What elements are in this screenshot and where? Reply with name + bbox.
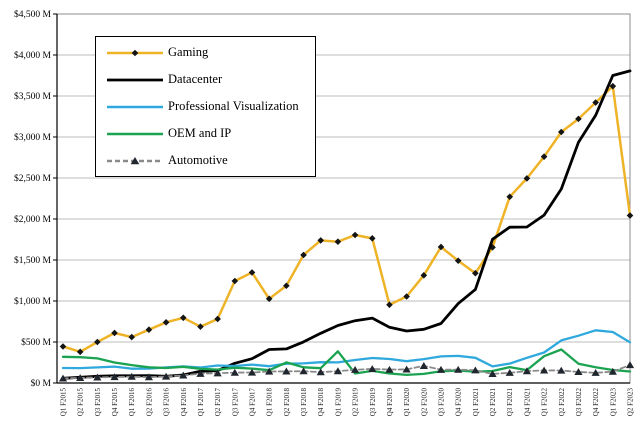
svg-text:Q4 F2017: Q4 F2017 (249, 388, 257, 417)
legend-sample-gaming-line (107, 49, 163, 56)
svg-text:$2,000 M: $2,000 M (14, 214, 52, 225)
svg-text:Q1 F2015: Q1 F2015 (60, 388, 68, 417)
svg-text:Q3 F2015: Q3 F2015 (94, 388, 102, 417)
series-automotive (58, 361, 635, 382)
svg-text:Q1 F2023: Q1 F2023 (609, 388, 617, 417)
svg-text:$500 M: $500 M (21, 337, 51, 348)
legend-label-professional-visualization: Professional Visualization (168, 99, 299, 113)
svg-text:Q4 F2019: Q4 F2019 (386, 388, 394, 417)
svg-text:$2,500 M: $2,500 M (14, 173, 52, 184)
legend-sample-datacenter-line (107, 78, 163, 81)
svg-text:Q1 F2016: Q1 F2016 (128, 388, 136, 417)
legend-item-datacenter: Datacenter (105, 72, 315, 88)
svg-text:Q3 F2019: Q3 F2019 (369, 388, 377, 417)
legend-sample-oem-and-ip-line (107, 132, 163, 135)
legend-sample-automotive-line (107, 156, 163, 164)
y-axis-labels: $0 M $500 M $1,000 M $1,500 M $2,000 M $2,500… (14, 9, 57, 389)
x-axis-labels: Q1 F2015 Q2 F2015 Q3 F2015 Q4 F2015 Q1 F2016… (60, 388, 635, 417)
legend-label-automotive: Automotive (168, 153, 228, 167)
svg-text:Q3 F2021: Q3 F2021 (506, 388, 514, 417)
svg-text:$1,000 M: $1,000 M (14, 296, 52, 307)
legend-sample-professional-visualization-line (107, 105, 163, 108)
svg-text:Q2 F2020: Q2 F2020 (420, 388, 428, 417)
legend-item-automotive: Automotive (105, 153, 315, 169)
svg-text:Q2 F2021: Q2 F2021 (489, 388, 497, 417)
svg-text:Q2 F2023: Q2 F2023 (627, 388, 635, 417)
legend: Gaming Datacenter Professional Visualiza… (95, 36, 316, 177)
svg-text:$4,500 M: $4,500 M (14, 9, 52, 20)
legend-item-professional-visualization: Professional Visualization (105, 99, 315, 115)
series-oem-and-ip (61, 348, 632, 377)
svg-text:Q2 F2016: Q2 F2016 (145, 388, 153, 417)
svg-text:Q3 F2018: Q3 F2018 (300, 388, 308, 417)
svg-text:Q3 F2020: Q3 F2020 (438, 388, 446, 417)
svg-text:Q3 F2022: Q3 F2022 (575, 388, 583, 417)
legend-label-datacenter: Datacenter (168, 72, 223, 86)
svg-text:$4,000 M: $4,000 M (14, 50, 52, 61)
svg-text:$3,000 M: $3,000 M (14, 132, 52, 143)
svg-text:$3,500 M: $3,500 M (14, 91, 52, 102)
svg-text:Q4 F2016: Q4 F2016 (180, 388, 188, 417)
svg-text:Q4 F2015: Q4 F2015 (111, 388, 119, 417)
svg-text:Q2 F2022: Q2 F2022 (558, 388, 566, 417)
svg-text:Q2 F2018: Q2 F2018 (283, 388, 291, 417)
legend-label-oem-and-ip: OEM and IP (168, 126, 232, 140)
svg-text:Q2 F2017: Q2 F2017 (214, 388, 222, 417)
legend-item-gaming: Gaming (105, 45, 315, 61)
svg-text:Q1 F2022: Q1 F2022 (541, 388, 549, 417)
svg-text:Q4 F2018: Q4 F2018 (317, 388, 325, 417)
svg-text:Q1 F2021: Q1 F2021 (472, 388, 480, 417)
series-gaming (59, 82, 634, 356)
svg-text:Q3 F2016: Q3 F2016 (163, 388, 171, 417)
svg-text:Q2 F2015: Q2 F2015 (77, 388, 85, 417)
svg-text:$1,500 M: $1,500 M (14, 255, 52, 266)
svg-text:Q4 F2021: Q4 F2021 (523, 388, 531, 417)
series-datacenter (61, 69, 632, 380)
svg-text:Q4 F2020: Q4 F2020 (455, 388, 463, 417)
legend-item-oem-and-ip: OEM and IP (105, 126, 315, 142)
svg-text:Q1 F2020: Q1 F2020 (403, 388, 411, 417)
svg-text:Q1 F2017: Q1 F2017 (197, 388, 205, 417)
svg-text:Q2 F2019: Q2 F2019 (352, 388, 360, 417)
svg-text:$0 M: $0 M (31, 378, 52, 389)
svg-text:Q4 F2022: Q4 F2022 (592, 388, 600, 417)
svg-text:Q1 F2019: Q1 F2019 (334, 388, 342, 417)
svg-text:Q1 F2018: Q1 F2018 (266, 388, 274, 417)
svg-text:Q3 F2017: Q3 F2017 (231, 388, 239, 417)
legend-label-gaming: Gaming (168, 45, 209, 59)
